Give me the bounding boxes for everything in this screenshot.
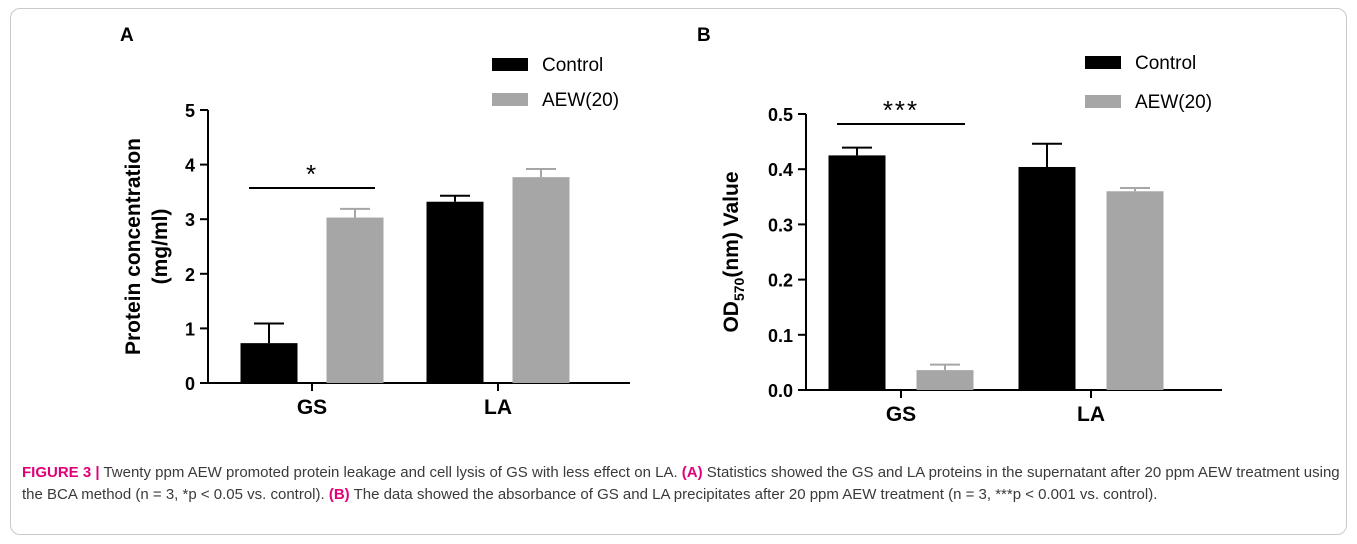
panel-a-bar — [426, 201, 484, 383]
panel-b-x-tick-label: GS — [886, 403, 916, 426]
panel-a-legend-label: AEW(20) — [542, 90, 619, 111]
panel-b-y-tick-label: 0.3 — [768, 215, 793, 235]
panel-b-legend-swatch — [1085, 95, 1121, 108]
caption-ref-b: (B) — [328, 485, 350, 503]
panel-b-significance-label: *** — [883, 95, 919, 125]
panel-a-y-tick-label: 3 — [185, 210, 195, 230]
panel-a-significance-label: * — [306, 159, 318, 189]
panel-a-legend-label: Control — [542, 55, 603, 76]
panel-a-y-tick-label: 1 — [185, 319, 195, 339]
panel-b-legend-label: AEW(20) — [1135, 92, 1212, 113]
panel-b-y-axis-title-part: 570 — [731, 277, 747, 301]
panel-b-y-tick-label: 0.0 — [768, 381, 793, 401]
panel-a-legend-swatch — [492, 93, 528, 106]
panel-a-legend-swatch — [492, 58, 528, 71]
panel-a-bar — [512, 177, 570, 383]
panel-b-bar — [1018, 166, 1076, 390]
panel-a-y-axis-title-unit: (mg/ml) — [149, 209, 172, 285]
caption-text-a: Statistics showed the GS and LA proteins… — [22, 464, 1340, 503]
caption-figure-label: FIGURE 3 | — [22, 464, 100, 481]
panel-a-y-tick-label: 5 — [185, 101, 195, 121]
panel-b-label: B — [697, 25, 711, 46]
panel-a-y-tick-label: 2 — [185, 265, 195, 285]
panel-b-x-tick-label: LA — [1077, 403, 1105, 426]
panel-a-x-tick-label: LA — [484, 396, 512, 419]
panel-b-y-axis-title-part: (nm) Value — [720, 171, 743, 277]
panel-a-y-axis-title: Protein concentration — [122, 138, 145, 355]
caption-ref-a: (A) — [681, 464, 703, 481]
panel-a-bar — [240, 343, 298, 383]
panel-b-bar — [1106, 191, 1164, 390]
panel-a-y-tick-label: 0 — [185, 374, 195, 394]
panel-b-legend-label: Control — [1135, 53, 1196, 74]
panel-b-y-tick-label: 0.2 — [768, 271, 793, 291]
panel-a-x-tick-label: GS — [297, 396, 327, 419]
panel-b-y-tick-label: 0.1 — [768, 326, 793, 346]
panel-b-bar — [916, 370, 974, 390]
caption-intro: Twenty ppm AEW promoted protein leakage … — [99, 464, 682, 481]
panel-b-legend-swatch — [1085, 56, 1121, 69]
panel-a-label: A — [120, 25, 134, 46]
panel-a-bar — [326, 217, 384, 383]
panel-b-y-tick-label: 0.4 — [768, 160, 793, 180]
panel-b-bar — [828, 155, 886, 390]
panel-b-y-axis-title-part: OD — [720, 301, 743, 333]
panel-b-y-tick-label: 0.5 — [768, 105, 793, 125]
panel-a-y-tick-label: 4 — [185, 156, 195, 176]
caption-text-b: The data showed the absorbance of GS and… — [349, 485, 1158, 503]
figure-caption: FIGURE 3 | Twenty ppm AEW promoted prote… — [22, 462, 1340, 505]
panel-b-y-axis-title: OD570(nm) Value — [720, 171, 747, 332]
